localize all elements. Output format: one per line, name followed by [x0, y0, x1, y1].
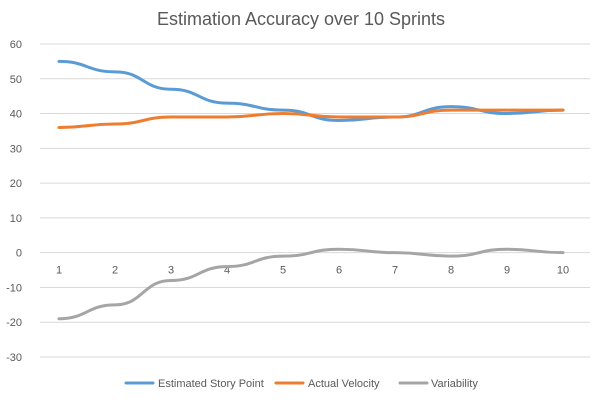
- x-tick-label: 9: [504, 265, 510, 277]
- y-tick-label: 10: [10, 213, 22, 225]
- x-tick-label: 2: [112, 265, 118, 277]
- series-line-2: [57, 247, 565, 321]
- y-tick-label: 20: [10, 178, 22, 190]
- x-tick-label: 10: [557, 265, 569, 277]
- y-tick-label: 30: [10, 143, 22, 155]
- x-tick-label: 4: [224, 265, 230, 277]
- y-tick-label: 0: [16, 248, 22, 260]
- x-tick-label: 6: [336, 265, 342, 277]
- y-tick-label: -20: [6, 317, 22, 329]
- y-tick-label: 60: [10, 39, 22, 51]
- y-tick-label: -10: [6, 282, 22, 294]
- series-lines: [57, 59, 565, 321]
- x-tick-label: 8: [448, 265, 454, 277]
- legend-label: Actual Velocity: [308, 378, 380, 390]
- x-axis-ticks: 1 2 3 4 5 6 7 8 9 10: [56, 265, 569, 277]
- legend-label: Estimated Story Point: [158, 378, 264, 390]
- series-line-1: [57, 108, 565, 129]
- series-line-0: [57, 59, 565, 123]
- x-tick-label: 7: [392, 265, 398, 277]
- x-tick-label: 1: [56, 265, 62, 277]
- gridlines: [40, 43, 590, 358]
- legend-label: Variability: [431, 378, 478, 390]
- y-axis-ticks: 60 50 40 30 20 10 0 -10 -20 -30: [6, 39, 22, 364]
- chart-title: Estimation Accuracy over 10 Sprints: [157, 9, 445, 29]
- y-tick-label: 50: [10, 74, 22, 86]
- y-tick-label: -30: [6, 352, 22, 364]
- legend: Estimated Story Point Actual Velocity Vari…: [124, 378, 478, 390]
- x-tick-label: 5: [280, 265, 286, 277]
- y-tick-label: 40: [10, 109, 22, 121]
- x-tick-label: 3: [168, 265, 174, 277]
